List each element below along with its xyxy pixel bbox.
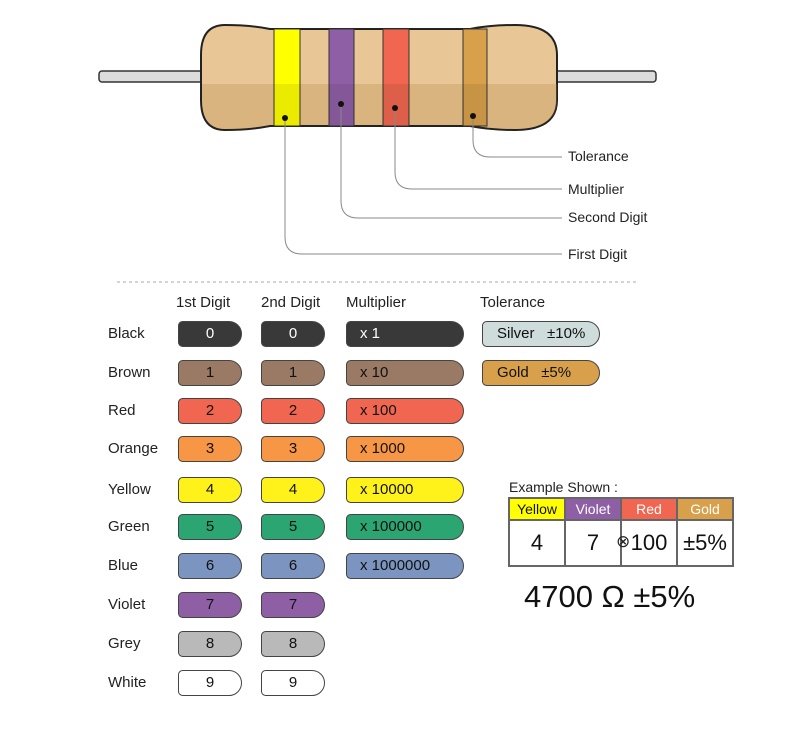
multiplier-pill: x 10000 (346, 477, 464, 503)
color-label: Red (108, 402, 136, 419)
second-digit-pill: 9 (261, 670, 325, 696)
callout-tolerance: Tolerance (568, 148, 629, 164)
header-first-digit: 1st Digit (176, 294, 231, 311)
header-multiplier: Multiplier (346, 294, 407, 311)
color-label: White (108, 674, 147, 691)
second-digit-pill: 0 (261, 321, 325, 347)
times-icon: ⊗ (616, 532, 631, 551)
tolerance-name: Silver (497, 325, 535, 342)
band-red (382, 28, 410, 127)
example-value-3: 100 (620, 519, 678, 567)
example-band-3: Red (620, 497, 678, 521)
second-digit-pill: 7 (261, 592, 325, 618)
first-digit-pill: 5 (178, 514, 242, 540)
band-shading (463, 84, 487, 126)
color-label: Yellow (108, 481, 151, 498)
color-label: Black (108, 325, 145, 342)
first-digit-pill: 4 (178, 477, 242, 503)
callout-first-digit: First Digit (568, 246, 628, 262)
first-digit-pill: 2 (178, 398, 242, 424)
second-digit-pill: 8 (261, 631, 325, 657)
header-tolerance: Tolerance (480, 294, 546, 311)
first-digit-pill: 3 (178, 436, 242, 462)
first-digit-pill: 0 (178, 321, 242, 347)
example-value-2: 7 (564, 519, 622, 567)
band-shading (383, 84, 409, 126)
second-digit-pill: 4 (261, 477, 325, 503)
example-band-2: Violet (564, 497, 622, 521)
example-title: Example Shown : (509, 479, 618, 495)
example-value-1: 4 (508, 519, 566, 567)
band-dot (470, 113, 476, 119)
color-label: Blue (108, 557, 139, 574)
first-digit-pill: 6 (178, 553, 242, 579)
tolerance-pill: Silver ±10% (482, 321, 600, 347)
tolerance-name: Gold (497, 364, 529, 381)
band-dot (392, 105, 398, 111)
color-label: Green (108, 518, 150, 535)
second-digit-pill: 3 (261, 436, 325, 462)
resistor-diagram (98, 23, 657, 283)
tolerance-value: ±10% (547, 325, 586, 342)
callout-line-multiplier (394, 108, 562, 190)
header-second-digit: 2nd Digit (261, 294, 321, 311)
first-digit-pill: 1 (178, 360, 242, 386)
color-label: Violet (108, 596, 146, 613)
multiplier-pill: x 100 (346, 398, 464, 424)
multiplier-pill: x 1000 (346, 436, 464, 462)
band-yellow (273, 28, 301, 127)
example-band-1: Yellow (508, 497, 566, 521)
first-digit-pill: 7 (178, 592, 242, 618)
callout-second-digit: Second Digit (568, 209, 648, 225)
color-label: Brown (108, 364, 151, 381)
multiplier-pill: x 10 (346, 360, 464, 386)
second-digit-pill: 1 (261, 360, 325, 386)
tolerance-value: ±5% (541, 364, 572, 381)
callout-line-first-digit (284, 118, 562, 255)
color-label: Orange (108, 440, 159, 457)
callout-line-second-digit (340, 104, 562, 219)
second-digit-pill: 5 (261, 514, 325, 540)
example-band-4: Gold (676, 497, 734, 521)
band-dot (338, 101, 344, 107)
second-digit-pill: 2 (261, 398, 325, 424)
second-digit-pill: 6 (261, 553, 325, 579)
example-table: Yellow Violet Red Gold 4 7 100 ±5% (508, 497, 734, 567)
example-result: 4700 Ω ±5% (524, 579, 696, 614)
first-digit-pill: 8 (178, 631, 242, 657)
first-digit-pill: 9 (178, 670, 242, 696)
multiplier-pill: x 100000 (346, 514, 464, 540)
tolerance-pill: Gold ±5% (482, 360, 600, 386)
multiplier-pill: x 1000000 (346, 553, 464, 579)
example-value-4: ±5% (676, 519, 734, 567)
body-shading (202, 84, 557, 129)
band-dot (282, 115, 288, 121)
band-gold (462, 28, 488, 127)
color-label: Grey (108, 635, 141, 652)
callout-multiplier: Multiplier (568, 181, 625, 197)
multiplier-pill: x 1 (346, 321, 464, 347)
callout-line-tolerance (472, 116, 562, 158)
